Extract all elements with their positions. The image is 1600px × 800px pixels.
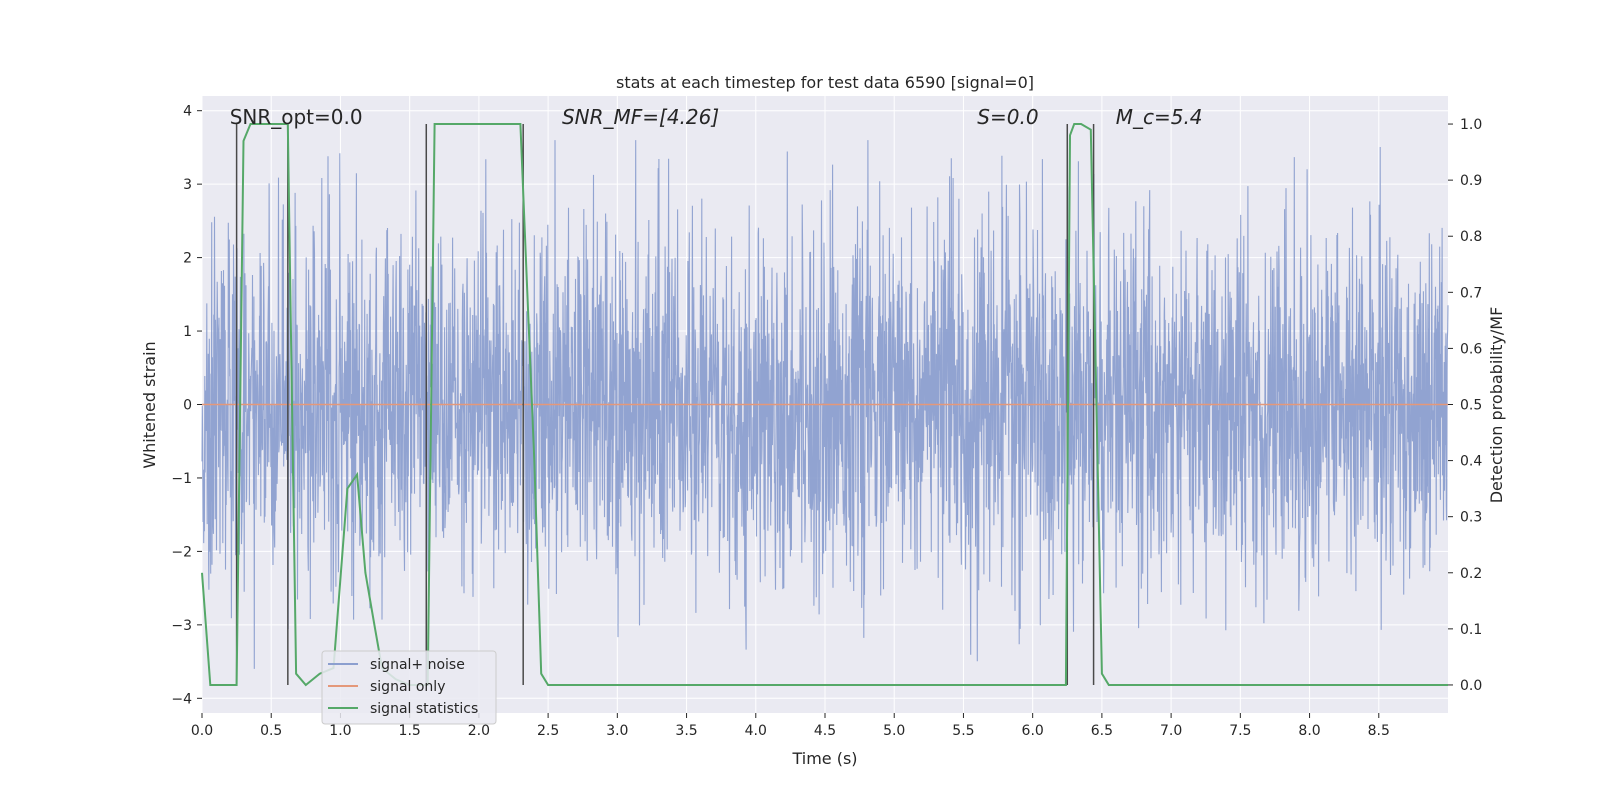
y-left-tick-label-0: −4 bbox=[171, 691, 192, 707]
y-left-tick-label-5: 1 bbox=[183, 324, 192, 340]
x-tick-label-14: 7.0 bbox=[1160, 723, 1182, 739]
x-tick-label-9: 4.5 bbox=[814, 723, 836, 739]
x-tick-label-0: 0.0 bbox=[191, 723, 213, 739]
legend-box bbox=[321, 650, 497, 725]
x-tick-label-12: 6.0 bbox=[1022, 723, 1044, 739]
x-axis-label: Time (s) bbox=[791, 749, 857, 768]
x-tick-label-16: 8.0 bbox=[1298, 723, 1320, 739]
y-right-tick-label-10: 1.0 bbox=[1460, 117, 1482, 133]
y-left-tick-label-2: −2 bbox=[171, 544, 192, 560]
chart-title: stats at each timestep for test data 659… bbox=[616, 73, 1034, 92]
x-tick-label-6: 3.0 bbox=[606, 723, 628, 739]
y-right-tick-label-0: 0.0 bbox=[1460, 678, 1482, 694]
y-right-tick-label-8: 0.8 bbox=[1460, 229, 1482, 245]
y-right-tick-label-2: 0.2 bbox=[1460, 566, 1482, 582]
series-signal-plus-noise bbox=[201, 140, 1449, 669]
x-tick-label-7: 3.5 bbox=[675, 723, 697, 739]
y-right-tick-label-4: 0.4 bbox=[1460, 454, 1482, 470]
y-left-tick-label-1: −3 bbox=[171, 618, 192, 634]
y-left-tick-label-8: 4 bbox=[183, 104, 192, 120]
series-signal-statistics bbox=[201, 123, 1448, 687]
y-axis-right-label: Detection probability/MF bbox=[1487, 307, 1506, 504]
x-axis-ticks: 0.0 0.5 1.0 1.5 2.0 2.5 3.0 3.5 4.0 4.5 5.0 5.5 6.0 6… bbox=[191, 713, 1390, 739]
x-tick-label-2: 1.0 bbox=[329, 723, 351, 739]
y-right-tick-label-1: 0.1 bbox=[1460, 622, 1482, 638]
annotation-mc: M_c=5.4 bbox=[1116, 105, 1203, 129]
x-tick-label-11: 5.5 bbox=[952, 723, 974, 739]
y-right-tick-label-7: 0.7 bbox=[1460, 285, 1482, 301]
signal-plus-noise-line bbox=[201, 140, 1449, 669]
legend: signal+ noise signal only signal statist… bbox=[321, 650, 497, 725]
annotation-s: S=0.0 bbox=[977, 105, 1038, 129]
y-axis-right-ticks: 0.0 0.1 0.2 0.3 0.4 0.5 0.6 0.7 0.8 0.9 1.0 bbox=[1448, 117, 1482, 694]
x-tick-label-1: 0.5 bbox=[260, 723, 282, 739]
x-tick-label-10: 5.0 bbox=[883, 723, 905, 739]
y-left-tick-label-6: 2 bbox=[183, 251, 192, 267]
x-tick-label-15: 7.5 bbox=[1229, 723, 1251, 739]
y-right-tick-label-5: 0.5 bbox=[1460, 398, 1482, 414]
y-axis-left-ticks: −4 −3 −2 −1 0 1 2 3 4 bbox=[171, 104, 202, 707]
y-right-tick-label-9: 0.9 bbox=[1460, 173, 1482, 189]
x-tick-label-17: 8.5 bbox=[1368, 723, 1390, 739]
legend-label-signal-plus-noise: signal+ noise bbox=[370, 657, 465, 673]
x-tick-label-13: 6.5 bbox=[1091, 723, 1113, 739]
x-tick-label-3: 1.5 bbox=[399, 723, 421, 739]
legend-label-signal-only: signal only bbox=[370, 679, 445, 695]
y-right-tick-label-3: 0.3 bbox=[1460, 510, 1482, 526]
y-left-tick-label-3: −1 bbox=[171, 471, 192, 487]
x-tick-label-8: 4.0 bbox=[745, 723, 767, 739]
signal-statistics-line bbox=[201, 123, 1448, 687]
annotations: SNR_opt=0.0 SNR_MF=[4.26] S=0.0 M_c=5.4 bbox=[230, 105, 1203, 129]
annotation-snr-opt: SNR_opt=0.0 bbox=[230, 105, 363, 129]
y-right-tick-label-6: 0.6 bbox=[1460, 341, 1482, 357]
x-tick-label-5: 2.5 bbox=[537, 723, 559, 739]
legend-label-signal-statistics: signal statistics bbox=[370, 701, 478, 717]
x-tick-label-4: 2.0 bbox=[468, 723, 490, 739]
annotation-snr-mf: SNR_MF=[4.26] bbox=[562, 105, 719, 129]
y-left-tick-label-7: 3 bbox=[183, 177, 192, 193]
y-left-tick-label-4: 0 bbox=[183, 398, 192, 414]
y-axis-left-label: Whitened strain bbox=[140, 341, 159, 468]
